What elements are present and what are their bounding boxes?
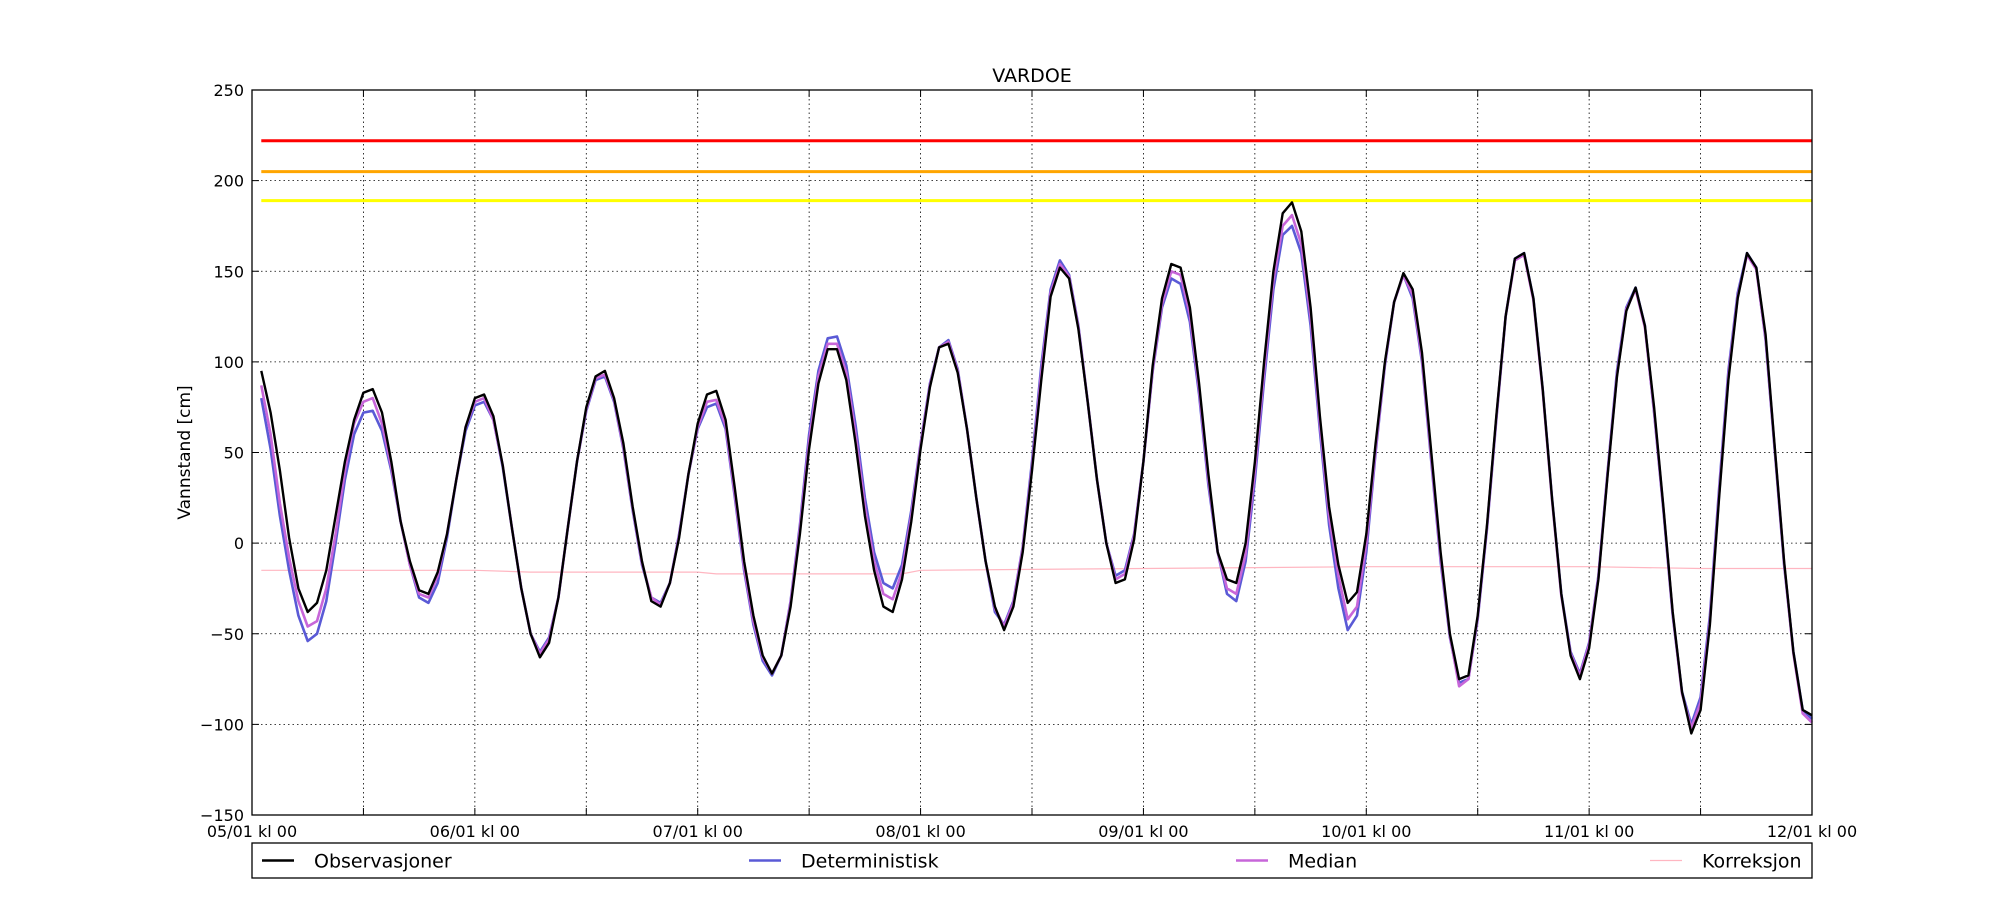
y-tick-label: 250 xyxy=(213,81,244,100)
series-line-median xyxy=(260,213,1813,730)
y-tick-label: −50 xyxy=(210,625,244,644)
x-tick-label: 05/01 kl 00 xyxy=(207,822,297,841)
x-tick-label: 09/01 kl 00 xyxy=(1098,822,1188,841)
y-axis-label: Vannstand [cm] xyxy=(175,385,195,519)
legend-label: Observasjoner xyxy=(314,851,452,873)
threshold-lines xyxy=(261,139,1812,203)
y-tick-label: 0 xyxy=(234,534,244,553)
x-tick-label: 12/01 kl 00 xyxy=(1767,822,1857,841)
x-tick-label: 08/01 kl 00 xyxy=(875,822,965,841)
y-tick-label: 50 xyxy=(224,444,244,463)
axis-ticks: 05/01 kl 00 06/01 kl 00 07/01 kl 00 08/01 k… xyxy=(200,81,1857,841)
x-tick-label: 06/01 kl 00 xyxy=(430,822,520,841)
y-tick-label: 150 xyxy=(213,262,244,281)
series-line-korreksjon xyxy=(261,566,1812,575)
legend-label: Korreksjon xyxy=(1702,851,1802,873)
y-tick-label: 200 xyxy=(213,172,244,191)
legend: Observasjoner Deterministisk Median Korreks… xyxy=(251,842,1813,879)
legend-label: Median xyxy=(1288,851,1357,873)
legend-label: Deterministisk xyxy=(801,851,939,873)
chart-title: VARDOE xyxy=(992,65,1072,87)
series-line-observasjoner xyxy=(260,201,1813,735)
x-tick-label: 10/01 kl 00 xyxy=(1321,822,1411,841)
y-tick-label: 100 xyxy=(213,353,244,372)
series-line-deterministisk xyxy=(260,224,1813,726)
series-lines xyxy=(260,201,1813,735)
x-tick-label: 07/01 kl 00 xyxy=(653,822,743,841)
y-tick-label: −100 xyxy=(200,715,244,734)
x-tick-label: 11/01 kl 00 xyxy=(1544,822,1634,841)
y-tick-label: −150 xyxy=(200,806,244,825)
legend-frame xyxy=(251,842,1813,879)
